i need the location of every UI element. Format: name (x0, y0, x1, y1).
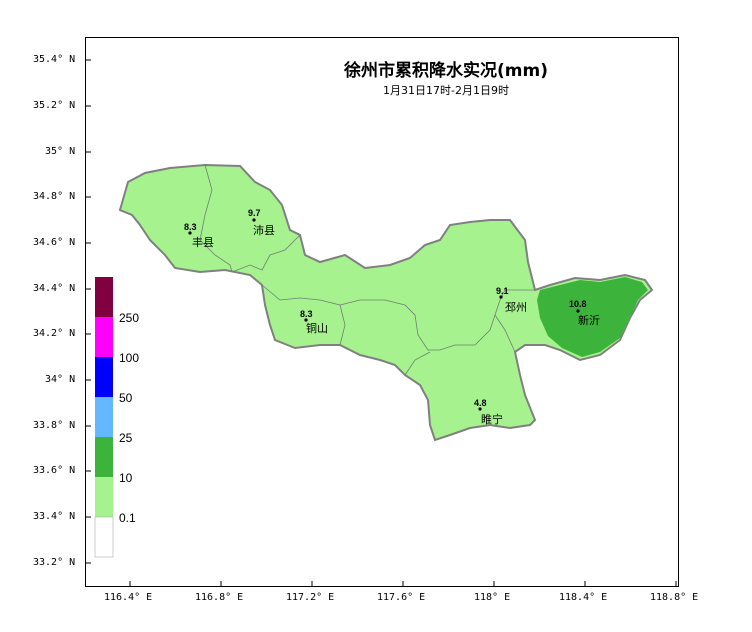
lat-label: 34.2° N (33, 328, 76, 339)
lat-label: 35.2° N (33, 100, 76, 111)
station-name: 新沂 (578, 314, 600, 327)
legend-colorbar (94, 277, 114, 558)
lat-label: 33.4° N (33, 511, 76, 522)
lon-label: 117.2° E (286, 592, 335, 603)
lat-label: 34.6° N (33, 237, 76, 248)
lat-label: 33.6° N (33, 465, 76, 476)
legend-label: 0.1 (119, 511, 136, 525)
county-boundaries (199, 164, 535, 376)
lat-label: 35° N (45, 146, 76, 157)
axis-ticks (85, 59, 677, 587)
lat-label: 33.8° N (33, 420, 76, 431)
legend-label: 10 (119, 471, 133, 485)
map-title: 徐州市累积降水实况(mm) (344, 61, 548, 81)
station-name: 丰县 (192, 236, 214, 249)
lon-label: 116.4° E (104, 592, 153, 603)
station-value: 4.8 (474, 398, 487, 408)
legend-label: 25 (119, 431, 133, 445)
station-value: 10.8 (569, 299, 587, 309)
map-subtitle: 1月31日17时-2月1日9时 (383, 84, 509, 97)
station-dots (188, 218, 580, 411)
lat-label: 34.8° N (33, 191, 76, 202)
station-value: 8.3 (184, 222, 197, 232)
lat-label: 34° N (45, 374, 76, 385)
lat-label: 34.4° N (33, 283, 76, 294)
lon-label: 118° E (474, 592, 511, 603)
station-value: 9.7 (248, 208, 261, 218)
legend-label: 100 (119, 351, 140, 365)
legend-label: 250 (119, 311, 140, 325)
lon-label: 118.8° E (650, 592, 699, 603)
station-name: 沛县 (253, 224, 275, 237)
station-name: 邳州 (505, 301, 527, 314)
lon-label: 118.4° E (559, 592, 608, 603)
legend-label: 50 (119, 391, 133, 405)
station-value: 8.3 (300, 309, 313, 319)
station-name: 铜山 (306, 322, 328, 335)
xuzhou-region (118, 163, 654, 442)
lon-label: 116.8° E (195, 592, 244, 603)
lat-label: 35.4° N (33, 54, 76, 65)
station-name: 睢宁 (481, 413, 503, 426)
xinyi-heavy-area (537, 277, 648, 357)
lon-label: 117.6° E (377, 592, 426, 603)
station-value: 9.1 (496, 286, 509, 296)
lat-label: 33.2° N (33, 557, 76, 568)
